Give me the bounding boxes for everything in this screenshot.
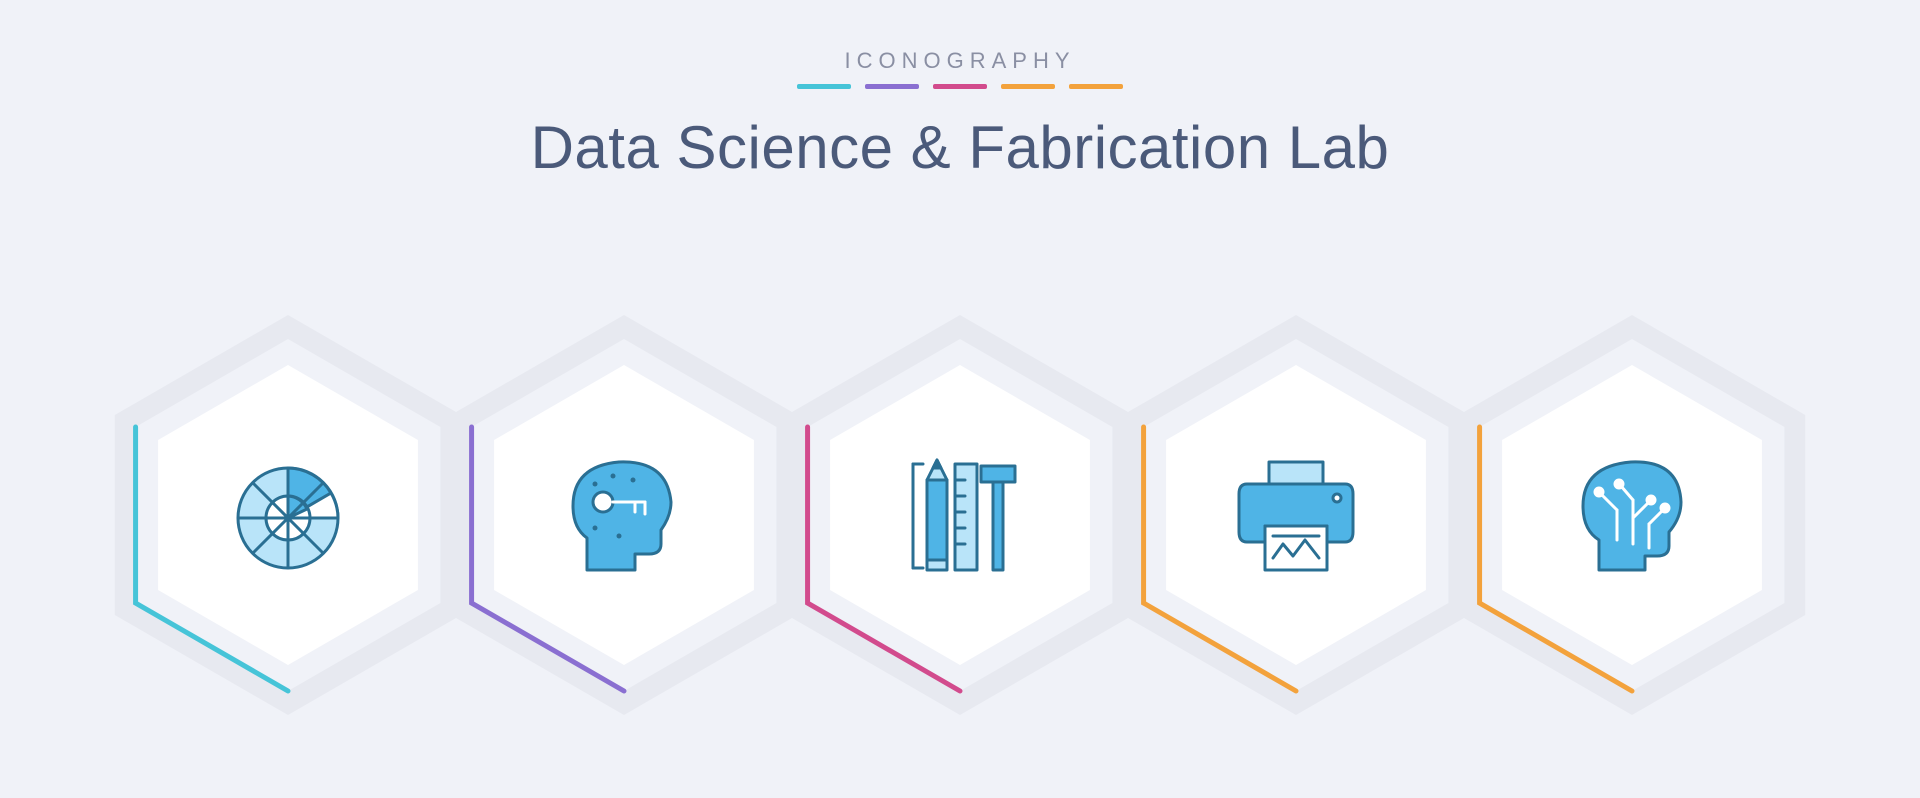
hex-tile — [770, 300, 1150, 730]
accent-bars — [0, 84, 1920, 89]
accent-bar-4 — [1069, 84, 1123, 89]
accent-bar-2 — [933, 84, 987, 89]
hex-tile — [1442, 300, 1822, 730]
accent-bar-3 — [1001, 84, 1055, 89]
ai-head-icon — [1557, 440, 1707, 590]
header: ICONOGRAPHY Data Science & Fabrication L… — [0, 0, 1920, 182]
drafting-tools-icon — [885, 440, 1035, 590]
hex-tile — [1106, 300, 1486, 730]
accent-bar-1 — [865, 84, 919, 89]
printer-icon — [1221, 440, 1371, 590]
eyebrow-label: ICONOGRAPHY — [0, 48, 1920, 74]
page-title: Data Science & Fabrication Lab — [0, 113, 1920, 182]
accent-bar-0 — [797, 84, 851, 89]
hex-tile — [98, 300, 478, 730]
pie-chart-icon — [213, 440, 363, 590]
hex-tile — [434, 300, 814, 730]
hex-row — [0, 300, 1920, 730]
brain-key-icon — [549, 440, 699, 590]
